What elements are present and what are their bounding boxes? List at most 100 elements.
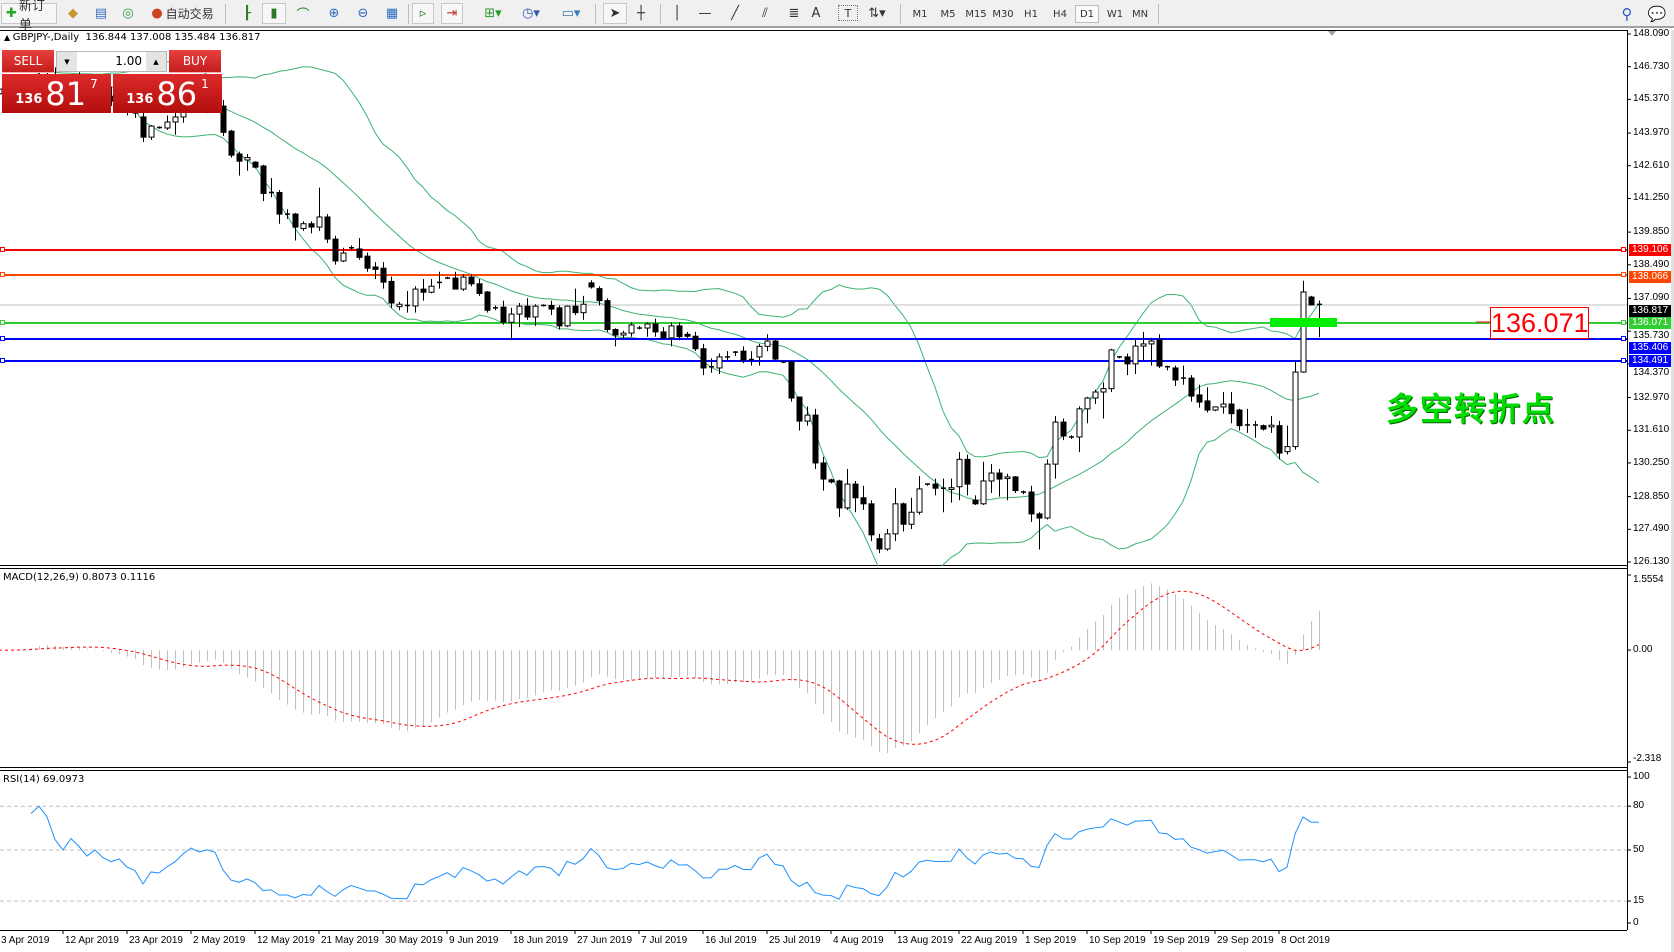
candle xyxy=(852,480,859,513)
bar-chart-icon[interactable]: ┠ xyxy=(243,6,251,21)
candle xyxy=(445,276,450,280)
sell-button[interactable]: SELL xyxy=(2,50,54,73)
price-tick-label: 131.610 xyxy=(1633,424,1670,436)
candle xyxy=(1021,490,1026,495)
text-label-tool-icon[interactable]: T xyxy=(838,5,858,21)
candle xyxy=(1100,382,1107,419)
data-window-icon[interactable]: ▤ xyxy=(94,6,108,21)
indicators-dropdown-icon[interactable]: ▭▾ xyxy=(561,6,581,21)
price-tick-label: 146.730 xyxy=(1633,60,1670,72)
separator xyxy=(408,4,409,24)
search-icon[interactable]: ⚲ xyxy=(1621,4,1633,23)
toolbar: ✚ 新订单 ◆ ▤ ◎ ● 自动交易 ┠ ▮ ⌒ ⊕ ⊖ ▦ ▹ ⇥ ⊞▾ ◷▾ ▭… xyxy=(0,0,1674,33)
cursor-tool-icon[interactable]: ➤ xyxy=(603,3,627,24)
navigator-icon[interactable]: ◎ xyxy=(122,6,134,21)
lot-increase-icon[interactable]: ▲ xyxy=(146,52,166,71)
timeframe-w1[interactable]: W1 xyxy=(1106,8,1124,20)
candle-bear-body xyxy=(652,323,659,333)
candle-bear-body xyxy=(1188,377,1195,397)
chat-icon[interactable]: 💬 xyxy=(1647,4,1667,23)
candle-bull-body xyxy=(340,252,347,262)
candle-bull-body xyxy=(396,303,403,308)
price-tick-label: 148.090 xyxy=(1633,28,1670,39)
candle xyxy=(828,478,835,484)
candle-bear-body xyxy=(500,306,507,323)
periods-clock-icon[interactable]: ◷▾ xyxy=(522,6,540,21)
separator xyxy=(900,4,901,24)
auto-scroll-icon[interactable]: ▹ xyxy=(412,3,434,24)
zoom-in-icon[interactable]: ⊕ xyxy=(328,6,340,21)
candle xyxy=(460,274,467,292)
candle xyxy=(332,235,339,265)
chart-shift-marker[interactable] xyxy=(1328,31,1336,36)
candle xyxy=(428,279,435,294)
candle-bull-body xyxy=(892,503,899,535)
zoom-out-icon[interactable]: ⊖ xyxy=(357,6,369,21)
sell-price[interactable]: 136 81 7 xyxy=(2,74,111,113)
candle-bull-body xyxy=(716,356,723,369)
candle xyxy=(812,408,819,469)
annotation-text[interactable]: 多空转折点 xyxy=(1386,390,1557,428)
market-watch-icon[interactable]: ◆ xyxy=(68,6,78,21)
price-tick-label: 132.970 xyxy=(1633,391,1670,403)
vertical-line-tool-icon[interactable]: │ xyxy=(673,6,681,21)
bid-price-label: 136.817 xyxy=(1629,304,1673,317)
candle xyxy=(244,153,251,171)
date-tick-label: 1 Sep 2019 xyxy=(1025,935,1077,946)
price-annotation-box[interactable]: 136.071 xyxy=(1490,307,1589,339)
line-chart-icon[interactable]: ⌒ xyxy=(296,8,310,23)
horizontal-line-tool-icon[interactable]: — xyxy=(698,6,712,21)
candle-bear-body xyxy=(700,348,707,369)
candle-bull-body xyxy=(148,125,155,138)
new-order-button[interactable]: ✚ 新订单 xyxy=(1,0,57,33)
rsi-tick-label: 80 xyxy=(1633,800,1645,812)
candle xyxy=(1092,389,1099,405)
lot-size-input[interactable]: 1.00 xyxy=(115,54,142,68)
timeframe-h1[interactable]: H1 xyxy=(1024,8,1038,20)
candle-bear-body xyxy=(276,191,283,215)
candle xyxy=(164,115,171,130)
candlestick-chart-icon[interactable]: ▮ xyxy=(262,3,286,24)
auto-trading-button[interactable]: ● 自动交易 xyxy=(145,3,220,24)
lot-size-stepper[interactable]: ▼ 1.00 ▲ xyxy=(56,51,167,72)
candle-bull-body xyxy=(620,332,627,336)
timeframe-d1[interactable]: D1 xyxy=(1075,5,1099,23)
text-tool-icon[interactable]: A xyxy=(811,6,821,21)
new-order-label: 新订单 xyxy=(18,0,45,33)
timeframe-m30[interactable]: M30 xyxy=(992,8,1014,20)
tile-windows-icon[interactable]: ▦ xyxy=(385,6,399,21)
crosshair-tool-icon[interactable]: ┼ xyxy=(637,6,645,21)
candle xyxy=(228,129,235,158)
candle xyxy=(364,252,371,272)
candle xyxy=(844,468,851,510)
trendline-tool-icon[interactable]: ╱ xyxy=(731,6,739,21)
arrows-dropdown-icon[interactable]: ⇅▾ xyxy=(868,6,886,21)
candle xyxy=(1036,512,1043,550)
candle xyxy=(892,488,899,542)
chart-shift-icon[interactable]: ⇥ xyxy=(441,3,463,24)
candle xyxy=(1172,365,1179,386)
collapse-arrow-icon[interactable]: ▲ xyxy=(4,33,13,42)
candle xyxy=(1044,459,1051,520)
candle-bull-body xyxy=(1212,406,1219,411)
candle-bull-body xyxy=(1052,421,1059,465)
lot-decrease-icon[interactable]: ▼ xyxy=(57,52,77,71)
timeframe-mn[interactable]: MN xyxy=(1131,8,1149,20)
buy-button[interactable]: BUY xyxy=(169,50,221,73)
candle-bear-body xyxy=(572,305,579,314)
fibonacci-tool-icon[interactable]: ≣ xyxy=(788,6,800,21)
candle xyxy=(1165,365,1170,371)
candle xyxy=(988,464,995,493)
equidistant-channel-tool-icon[interactable]: ⫽ xyxy=(762,6,768,21)
buy-price[interactable]: 136 86 1 xyxy=(113,74,222,113)
date-tick-label: 2 May 2019 xyxy=(193,935,246,946)
candle xyxy=(740,346,747,364)
new-chart-dropdown-icon[interactable]: ⊞▾ xyxy=(484,6,502,21)
timeframe-h4[interactable]: H4 xyxy=(1053,8,1067,20)
timeframe-m15[interactable]: M15 xyxy=(965,8,987,20)
candle-bear-body xyxy=(1276,425,1283,454)
timeframe-m5[interactable]: M5 xyxy=(940,8,956,20)
candle-bear-body xyxy=(604,300,611,330)
timeframe-m1[interactable]: M1 xyxy=(912,8,928,20)
